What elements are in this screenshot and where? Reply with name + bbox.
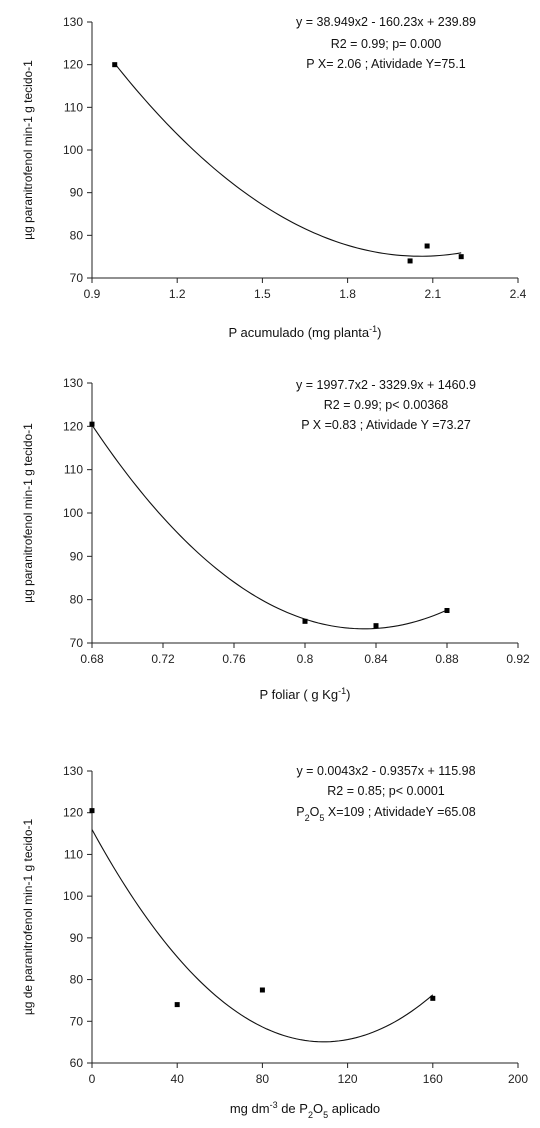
chart-panel-3: 60 70 80 90 100 110 120 130 0 40 80 120 160 200 y = 0.…: [21, 764, 528, 1120]
y-tick-label: 110: [64, 463, 83, 477]
fit-curve: [91, 829, 434, 1043]
fit-curve: [114, 63, 462, 257]
chart-panel-1: 70 80 90 100 110 120 130 0.9 1.2 1.5 1.8 2.1 2.4 y = …: [21, 15, 527, 340]
y-tick-label: 100: [63, 506, 83, 520]
x-tick-label: 1.5: [254, 287, 271, 301]
y-tick-label: 130: [63, 15, 83, 29]
chart-panel-2: 70 80 90 100 110 120 130 0.68 0.72 0.76 0.8 0.84 0.8…: [21, 376, 530, 702]
x-tick-label: 0.9: [84, 287, 101, 301]
x-axis-label: P acumulado (mg planta-1): [228, 324, 381, 340]
y-tick-label: 90: [70, 186, 84, 200]
y-tick-label: 100: [63, 143, 83, 157]
data-point: [430, 995, 436, 1001]
x-tick-label: 1.2: [169, 287, 186, 301]
x-tick-label: 200: [508, 1072, 528, 1086]
y-tick-label: 110: [64, 100, 83, 114]
data-point: [89, 808, 95, 814]
data-point: [424, 243, 430, 249]
x-tick-label: 0.76: [222, 652, 246, 666]
x-axis-label: mg dm-3 de P2O5 aplicado: [230, 1100, 380, 1120]
x-tick-label: 0.88: [435, 652, 459, 666]
regression-annotation: R2 = 0.99; p= 0.000: [331, 37, 442, 51]
data-point: [174, 1002, 180, 1008]
y-tick-label: 70: [70, 1014, 84, 1028]
data-point: [259, 987, 265, 993]
y-axis-label: µg paranitrofenol min-1 g tecido-1: [21, 423, 35, 603]
y-tick-label: 80: [70, 973, 84, 987]
data-point: [407, 258, 413, 264]
y-tick-label: 60: [70, 1056, 84, 1070]
y-axis-label: µg de paranitrofenol min-1 g tecido-1: [21, 818, 35, 1015]
x-tick-label: 0.68: [80, 652, 104, 666]
regression-annotation: y = 1997.7x2 - 3329.9x + 1460.9: [296, 378, 476, 392]
fit-curve: [91, 424, 448, 630]
data-point: [373, 623, 379, 629]
data-point: [458, 254, 464, 260]
data-point: [302, 618, 308, 624]
y-tick-label: 120: [63, 419, 83, 433]
regression-annotation: P2O5 X=109 ; AtividadeY =65.08: [296, 805, 475, 823]
y-tick-label: 70: [70, 636, 84, 650]
x-axis-label: P foliar ( g Kg-1): [260, 686, 351, 702]
y-tick-label: 90: [70, 549, 84, 563]
y-tick-label: 80: [70, 593, 84, 607]
data-point: [444, 608, 450, 613]
y-tick-label: 130: [63, 376, 83, 390]
y-tick-label: 120: [63, 806, 83, 820]
y-axis-label: µg paranitrofenol min-1 g tecido-1: [21, 60, 35, 240]
data-point: [89, 421, 95, 427]
regression-annotation: y = 38.949x2 - 160.23x + 239.89: [296, 15, 476, 29]
y-tick-label: 100: [63, 889, 83, 903]
x-tick-label: 0.8: [297, 652, 314, 666]
y-tick-label: 130: [63, 764, 83, 778]
y-tick-label: 110: [64, 847, 83, 861]
y-tick-label: 120: [63, 58, 83, 72]
x-tick-label: 0.92: [506, 652, 530, 666]
regression-annotation: y = 0.0043x2 - 0.9357x + 115.98: [296, 764, 475, 778]
x-tick-label: 2.1: [424, 287, 441, 301]
x-tick-label: 2.4: [510, 287, 527, 301]
y-tick-label: 70: [70, 271, 84, 285]
regression-annotation: R2 = 0.85; p< 0.0001: [327, 784, 445, 798]
x-tick-label: 0: [89, 1072, 96, 1086]
x-tick-label: 160: [423, 1072, 443, 1086]
x-tick-label: 0.84: [364, 652, 388, 666]
x-tick-label: 1.8: [339, 287, 356, 301]
x-tick-label: 40: [171, 1072, 185, 1086]
regression-annotation: R2 = 0.99; p< 0.00368: [324, 398, 448, 412]
x-tick-label: 120: [338, 1072, 358, 1086]
regression-annotation: P X =0.83 ; Atividade Y =73.27: [301, 418, 471, 432]
x-tick-label: 80: [256, 1072, 270, 1086]
x-tick-label: 0.72: [151, 652, 175, 666]
data-point: [112, 62, 118, 68]
y-tick-label: 80: [70, 228, 84, 242]
y-tick-label: 90: [70, 931, 84, 945]
regression-annotation: P X= 2.06 ; Atividade Y=75.1: [306, 57, 465, 71]
